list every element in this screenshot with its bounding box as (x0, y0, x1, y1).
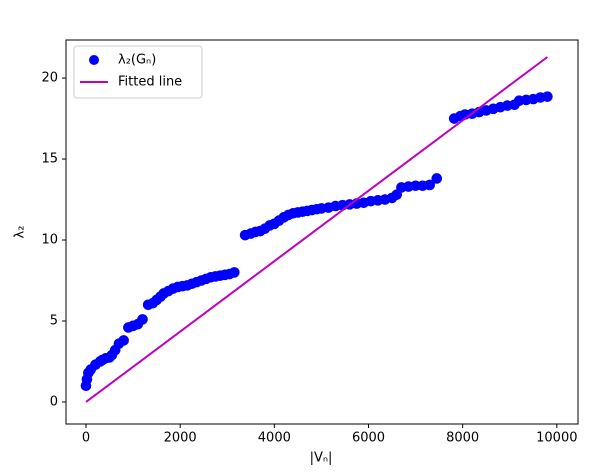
x-tick-label: 0 (82, 431, 90, 446)
legend-marker (89, 55, 99, 65)
data-point (229, 267, 240, 278)
x-tick-label: 8000 (446, 431, 479, 446)
data-point (118, 335, 129, 346)
x-axis-label: |Vₙ| (310, 451, 333, 466)
y-tick-label: 20 (41, 71, 58, 86)
line (85, 56, 548, 403)
legend-label: λ₂(Gₙ) (118, 53, 156, 68)
y-tick-label: 0 (50, 394, 58, 409)
x-tick-label: 4000 (258, 431, 291, 446)
data-point (542, 91, 553, 102)
plot-frame (65, 39, 579, 425)
y-tick-label: 15 (41, 152, 58, 167)
x-tick-label: 10000 (536, 431, 577, 446)
data-point (137, 314, 148, 325)
y-axis-label: λ₂ (13, 226, 28, 239)
legend-label: Fitted line (118, 75, 182, 90)
y-tick-label: 10 (41, 233, 58, 248)
data-point (424, 179, 435, 191)
legend-box (73, 45, 203, 99)
x-tick-label: 6000 (352, 431, 385, 446)
y-tick-label: 5 (50, 313, 58, 328)
data-point (431, 173, 443, 184)
x-tick-label: 2000 (164, 431, 197, 446)
